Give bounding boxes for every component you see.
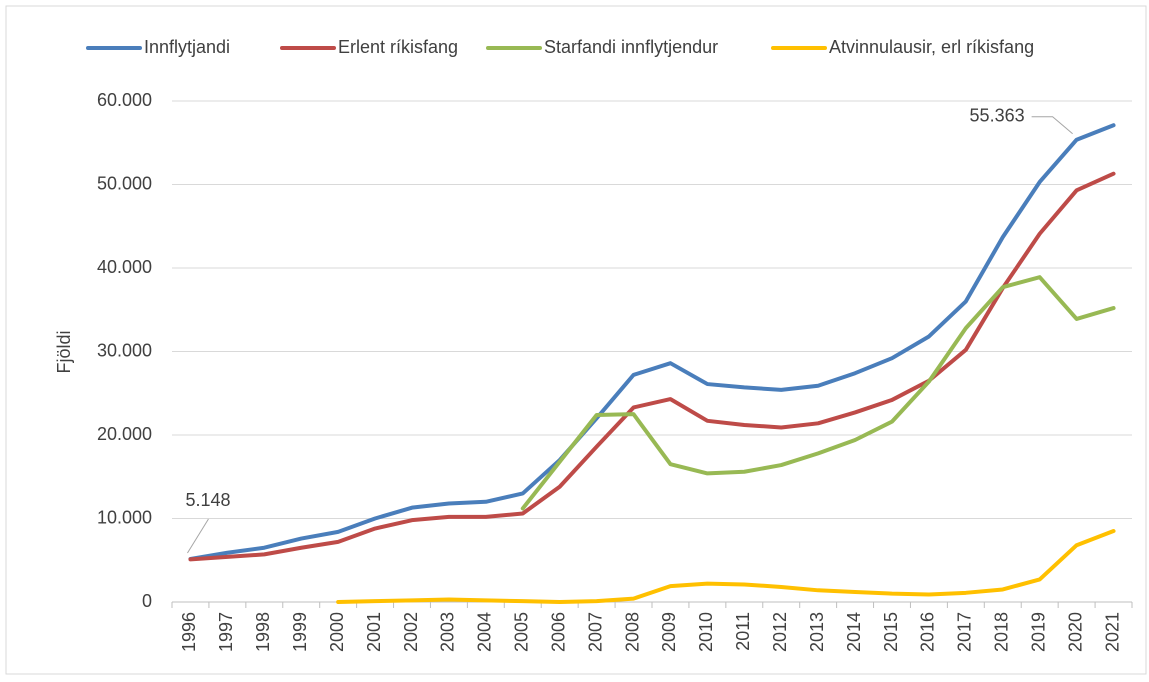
y-tick-label: 40.000 (97, 257, 152, 277)
y-tick-label: 50.000 (97, 173, 152, 193)
x-tick-label: 2005 (512, 612, 532, 652)
x-tick-label: 2017 (955, 612, 975, 652)
series-line (520, 275, 1116, 511)
y-tick-label: 0 (142, 591, 152, 611)
y-tick-label: 10.000 (97, 507, 152, 527)
series-line (336, 529, 1116, 604)
x-tick-label: 2014 (844, 612, 864, 652)
x-tick-label: 2010 (696, 612, 716, 652)
x-tick-label: 2004 (475, 612, 495, 652)
legend-label: Atvinnulausir, erl ríkisfang (829, 37, 1034, 57)
x-tick-label: 2007 (585, 612, 605, 652)
legend-label: Starfandi innflytjendur (544, 37, 718, 57)
series-line (188, 123, 1116, 562)
x-tick-label: 1996 (179, 612, 199, 652)
x-tick-label: 2001 (364, 612, 384, 652)
leader-line (1031, 116, 1073, 135)
legend-label: Erlent ríkisfang (338, 37, 458, 57)
x-tick-label: 2018 (992, 612, 1012, 652)
y-tick-label: 20.000 (97, 424, 152, 444)
legend-label: Innflytjandi (144, 37, 230, 57)
leader-line (187, 518, 209, 554)
x-tick-label: 2021 (1102, 612, 1122, 652)
y-tick-label: 60.000 (97, 90, 152, 110)
x-tick-label: 2016 (918, 612, 938, 652)
y-axis-label: Fjöldi (54, 330, 74, 373)
x-tick-label: 1998 (253, 612, 273, 652)
x-tick-label: 2013 (807, 612, 827, 652)
x-tick-label: 1999 (290, 612, 310, 652)
x-tick-label: 2009 (659, 612, 679, 652)
x-tick-label: 2012 (770, 612, 790, 652)
x-tick-label: 2020 (1065, 612, 1085, 652)
y-tick-label: 30.000 (97, 340, 152, 360)
x-tick-label: 2003 (438, 612, 458, 652)
x-tick-label: 2000 (327, 612, 347, 652)
x-tick-label: 2006 (548, 612, 568, 652)
x-tick-label: 2002 (401, 612, 421, 652)
x-tick-label: 2011 (733, 612, 753, 651)
x-tick-label: 2008 (622, 612, 642, 652)
x-tick-label: 2019 (1028, 612, 1048, 652)
data-label: 5.148 (185, 490, 230, 510)
series-line (188, 171, 1116, 562)
data-label: 55.363 (970, 105, 1025, 125)
x-tick-label: 1997 (216, 612, 236, 652)
x-tick-label: 2015 (881, 612, 901, 652)
